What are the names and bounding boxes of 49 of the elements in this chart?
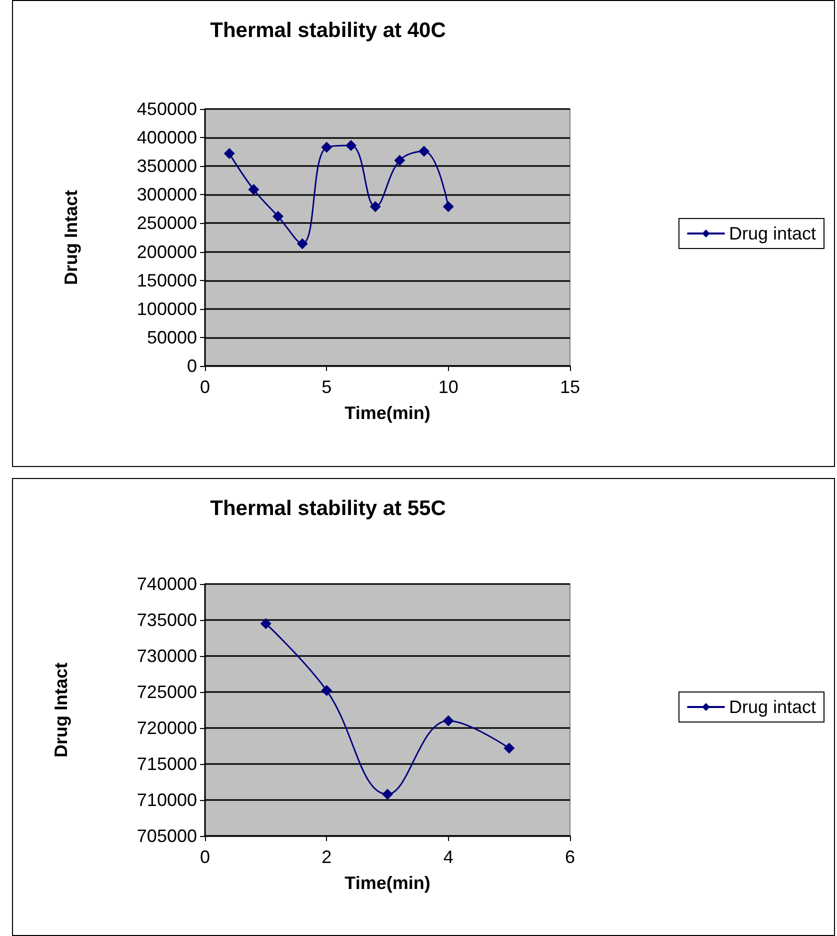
y-tick-label: 0 bbox=[186, 356, 197, 376]
x-axis-title: Time(min) bbox=[344, 403, 430, 423]
point bbox=[442, 715, 454, 726]
y-tick-label: 715000 bbox=[136, 754, 197, 774]
point bbox=[321, 685, 332, 696]
y-tick-label: 100000 bbox=[136, 298, 197, 319]
y-tick-label: 740000 bbox=[136, 574, 197, 594]
y-tick-label: 250000 bbox=[136, 213, 197, 234]
x-tick-label: 15 bbox=[560, 377, 580, 397]
point bbox=[418, 146, 430, 157]
legend-label: Drug intact bbox=[728, 697, 816, 717]
y-axis-title: Drug Intact bbox=[51, 662, 71, 758]
y-tick-label: 705000 bbox=[136, 826, 197, 846]
y-tick-label: 400000 bbox=[136, 128, 197, 148]
point bbox=[394, 154, 406, 166]
point bbox=[370, 201, 381, 212]
point bbox=[442, 201, 454, 212]
y-tick-label: 720000 bbox=[136, 718, 197, 738]
y-tick-label: 735000 bbox=[136, 610, 197, 630]
x-tick-label: 4 bbox=[443, 847, 454, 867]
point bbox=[382, 788, 393, 800]
chart-title: Thermal stability at 40C bbox=[210, 19, 446, 42]
legend-label: Drug intact bbox=[728, 224, 816, 244]
y-tick-label: 730000 bbox=[136, 646, 197, 666]
y-tick-label: 450000 bbox=[136, 99, 197, 119]
y-tick-label: 50000 bbox=[146, 327, 197, 348]
x-tick-label: 2 bbox=[322, 847, 332, 867]
x-tick-label: 5 bbox=[322, 377, 332, 397]
point bbox=[346, 140, 356, 152]
x-tick-label: 6 bbox=[564, 847, 576, 867]
chart-title: Thermal stability at 55C bbox=[210, 497, 446, 520]
y-tick-label: 150000 bbox=[136, 270, 197, 290]
point bbox=[296, 238, 308, 250]
y-tick-label: 200000 bbox=[136, 242, 197, 262]
y-tick-label: 300000 bbox=[136, 184, 197, 205]
point bbox=[224, 148, 235, 160]
point bbox=[260, 618, 272, 630]
point bbox=[272, 210, 284, 222]
point bbox=[248, 184, 260, 196]
point bbox=[321, 142, 332, 153]
point bbox=[504, 742, 515, 754]
x-tick-label: 10 bbox=[438, 377, 458, 397]
x-tick-label: 0 bbox=[200, 377, 210, 397]
y-tick-label: 725000 bbox=[136, 682, 197, 702]
y-tick-label: 710000 bbox=[136, 790, 197, 810]
x-tick-label: 0 bbox=[200, 847, 210, 867]
x-axis-title: Time(min) bbox=[344, 873, 430, 893]
y-axis-title: Drug Intact bbox=[61, 190, 81, 286]
y-tick-label: 350000 bbox=[136, 156, 197, 176]
